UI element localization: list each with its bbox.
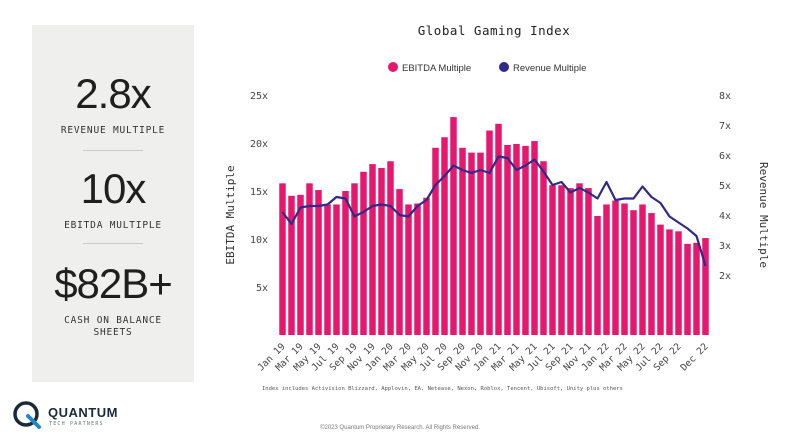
y-tick-label: 25x [250, 91, 268, 102]
y-tick-label: 15x [250, 187, 268, 198]
x-tick-label: Dec 22 [679, 341, 711, 373]
legend-revenue-marker [499, 62, 509, 72]
ebitda-bar [333, 204, 340, 335]
ebitda-bar [369, 164, 376, 335]
gaming-index-chart: Global Gaming Index EBITDA Multiple Reve… [224, 23, 770, 392]
y-tick-label: 5x [256, 283, 268, 294]
revenue-multiple-value: 2.8x [75, 70, 151, 117]
y2-tick-label: 8x [719, 91, 731, 102]
ebitda-bar [621, 203, 628, 335]
ebitda-bar [315, 190, 322, 335]
ebitda-bar [504, 144, 511, 335]
ebitda-bar [351, 183, 358, 335]
ebitda-bar [423, 197, 430, 335]
y-axis-title: EBITDA Multiple [224, 165, 237, 264]
revenue-multiple-stat: 2.8x REVENUE MULTIPLE [32, 73, 194, 137]
ebitda-bar [684, 243, 691, 335]
ebitda-bar [612, 200, 619, 335]
ebitda-bar [657, 224, 664, 335]
ebitda-bar [666, 229, 673, 335]
ebitda-bar [594, 215, 601, 335]
ebitda-bar [549, 185, 556, 335]
ebitda-bar [702, 238, 709, 335]
revenue-multiple-label: REVENUE MULTIPLE [60, 125, 166, 136]
stat-divider [83, 243, 143, 244]
chart-title: Global Gaming Index [418, 23, 571, 38]
ebitda-bar [306, 183, 313, 335]
ebitda-multiple-label: EBITDA MULTIPLE [64, 220, 162, 231]
ebitda-bar [396, 189, 403, 335]
logo-tagline: TECH PARTNERS [49, 421, 104, 427]
ebitda-bar [477, 152, 484, 335]
ebitda-bar [279, 183, 286, 335]
ebitda-bar [567, 188, 574, 335]
ebitda-bars [279, 117, 709, 335]
ebitda-multiple-value: 10x [80, 165, 147, 212]
ebitda-bar [531, 141, 538, 335]
ebitda-bar [495, 123, 502, 335]
y2-tick-label: 5x [719, 181, 731, 192]
ebitda-bar [288, 195, 295, 335]
ebitda-bar [486, 130, 493, 335]
ebitda-bar [387, 161, 394, 335]
y2-tick-label: 2x [719, 271, 731, 282]
cash-label: CASH ON BALANCE SHEETS [64, 315, 162, 338]
y2-tick-label: 7x [719, 121, 731, 132]
ebitda-bar [459, 147, 466, 335]
copyright-footer: ©2023 Quantum Proprietary Research. All … [320, 425, 480, 431]
ebitda-bar [558, 185, 565, 335]
y2-tick-label: 4x [719, 211, 731, 222]
ebitda-bar [576, 183, 583, 335]
ebitda-bar [585, 188, 592, 335]
y-tick-label: 20x [250, 139, 268, 150]
ebitda-bar [639, 204, 646, 335]
cash-stat: $82B+ CASH ON BALANCE SHEETS [32, 263, 194, 339]
y2-axis-title: Revenue Multiple [757, 162, 770, 268]
logo-wordmark: QUANTUM [48, 405, 118, 420]
y2-tick-label: 3x [719, 241, 731, 252]
y2-tick-label: 6x [719, 151, 731, 162]
y-tick-label: 10x [250, 235, 268, 246]
ebitda-bar [342, 191, 349, 335]
ebitda-bar [450, 117, 457, 335]
legend-revenue-label: Revenue Multiple [513, 63, 586, 74]
ebitda-bar [540, 161, 547, 335]
cash-value: $82B+ [54, 260, 173, 307]
ebitda-bar [324, 204, 331, 335]
index-constituents-note: Index includes Activision Blizzard, Appl… [262, 386, 623, 392]
ebitda-bar [405, 204, 412, 335]
ebitda-bar [648, 213, 655, 335]
quantum-logo-icon [13, 401, 41, 429]
y-axis-ticks: 5x 10x 15x 20x 25x [250, 91, 268, 294]
chart-legend: EBITDA Multiple Revenue Multiple [388, 62, 586, 74]
stats-panel: 2.8x REVENUE MULTIPLE 10x EBITDA MULTIPL… [32, 25, 194, 382]
ebitda-bar [630, 210, 637, 335]
ebitda-bar [360, 171, 367, 335]
ebitda-bar [675, 231, 682, 335]
y2-axis-ticks: 2x 3x 4x 5x 6x 7x 8x [719, 91, 731, 282]
ebitda-bar [432, 147, 439, 335]
ebitda-multiple-stat: 10x EBITDA MULTIPLE [32, 168, 194, 232]
stat-divider [83, 150, 143, 151]
ebitda-bar [441, 137, 448, 335]
ebitda-bar [297, 194, 304, 335]
ebitda-bar [513, 143, 520, 335]
ebitda-bar [603, 204, 610, 335]
legend-ebitda-marker [388, 62, 398, 72]
ebitda-bar [468, 152, 475, 335]
ebitda-bar [414, 203, 421, 335]
ebitda-bar [522, 145, 529, 335]
legend-ebitda-label: EBITDA Multiple [402, 63, 471, 74]
revenue-multiple-line [281, 155, 707, 267]
ebitda-bar [378, 167, 385, 335]
ebitda-bar [693, 242, 700, 335]
